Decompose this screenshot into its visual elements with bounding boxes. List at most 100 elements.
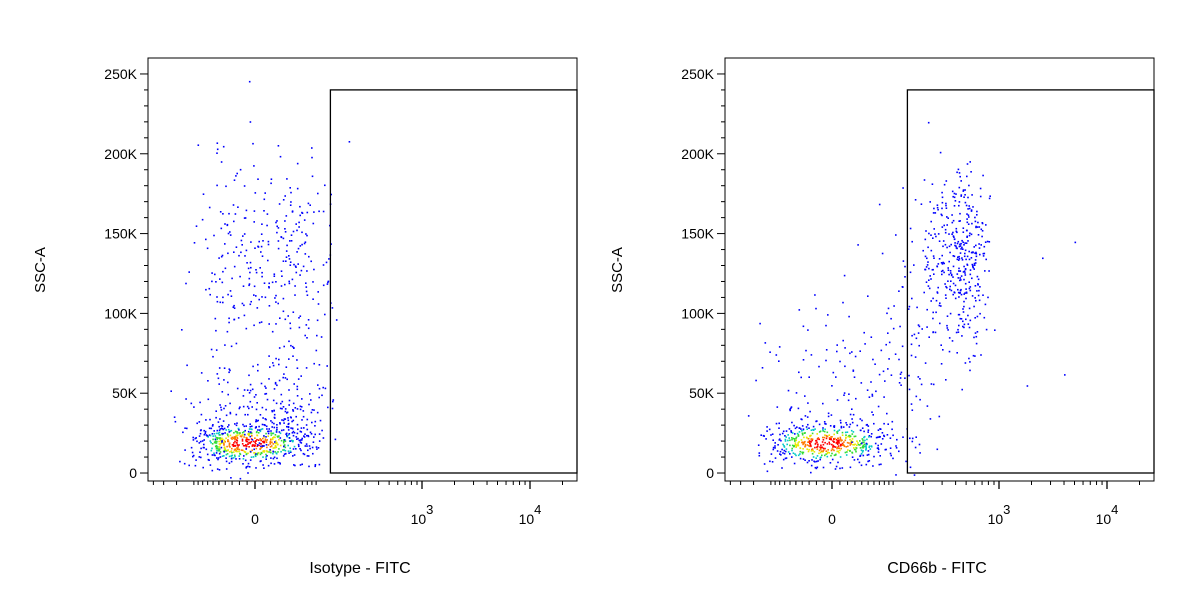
event-dot <box>919 452 921 454</box>
event-dot <box>233 307 236 309</box>
event-dot <box>211 280 213 283</box>
event-dot <box>976 290 978 292</box>
event-dot <box>784 440 787 442</box>
event-dot <box>255 269 257 271</box>
event-dot <box>801 425 804 427</box>
event-dot <box>303 453 306 456</box>
event-dot <box>972 266 975 269</box>
event-dot <box>242 395 245 397</box>
event-dot <box>261 406 264 409</box>
event-dot <box>233 251 235 253</box>
event-dot <box>282 455 285 457</box>
event-dot <box>263 441 266 444</box>
event-dot <box>951 190 954 193</box>
event-dot <box>200 456 202 459</box>
event-dot <box>792 437 794 440</box>
event-dot <box>840 444 843 446</box>
event-dot <box>229 234 232 236</box>
event-dot <box>971 277 973 280</box>
event-dot <box>949 285 951 288</box>
event-dot <box>807 441 809 443</box>
event-dot <box>186 364 188 367</box>
event-dot <box>243 217 246 219</box>
event-dot <box>263 440 265 443</box>
event-dot <box>236 431 239 433</box>
event-dot <box>924 362 927 364</box>
event-dot <box>291 420 293 423</box>
event-dot <box>203 439 205 441</box>
event-dot <box>284 195 286 197</box>
event-dot <box>275 452 278 454</box>
event-dot <box>223 407 225 410</box>
event-dot <box>257 452 260 454</box>
event-dot <box>953 238 956 241</box>
x-tick-label: 103 <box>988 502 1011 527</box>
event-dot <box>802 458 805 460</box>
event-dot <box>263 210 265 212</box>
event-dot <box>975 251 977 254</box>
event-dot <box>853 376 856 378</box>
event-dot <box>265 392 268 395</box>
event-dot <box>257 429 259 431</box>
event-dot <box>791 456 793 458</box>
event-dot <box>279 437 282 439</box>
event-dot <box>960 194 963 196</box>
event-dot <box>288 437 291 439</box>
event-dot <box>276 384 278 387</box>
event-dot <box>968 207 971 210</box>
event-dot <box>276 225 278 228</box>
event-dot <box>946 286 948 289</box>
event-dot <box>307 455 310 457</box>
event-dot <box>280 270 283 272</box>
event-dot <box>861 446 864 449</box>
event-dot <box>778 427 780 429</box>
event-dot <box>987 296 989 299</box>
event-dot <box>321 429 323 432</box>
event-dot <box>865 449 867 451</box>
event-dot <box>828 452 830 454</box>
event-dot <box>870 435 872 438</box>
event-dot <box>249 383 252 386</box>
event-dot <box>937 263 940 265</box>
event-dot <box>248 446 250 448</box>
event-dot <box>820 451 822 454</box>
event-dot <box>837 440 839 442</box>
event-dot <box>967 223 970 225</box>
event-dot <box>978 226 981 228</box>
event-dot <box>887 368 889 370</box>
event-dot <box>868 396 871 398</box>
event-dot <box>218 443 221 445</box>
event-dot <box>827 412 830 415</box>
event-dot <box>235 450 237 453</box>
event-dot <box>836 450 838 453</box>
event-dot <box>288 282 291 285</box>
event-dot <box>227 393 229 396</box>
event-dot <box>229 231 231 233</box>
event-dot <box>919 378 921 380</box>
event-dot <box>875 390 877 393</box>
event-dot <box>962 311 965 313</box>
event-dot <box>220 446 223 449</box>
event-dot <box>270 434 273 436</box>
event-dot <box>222 213 224 215</box>
event-dot <box>925 266 928 268</box>
event-dot <box>236 444 239 446</box>
event-dot <box>983 252 986 255</box>
event-dot <box>757 444 760 446</box>
event-dot <box>821 441 824 443</box>
event-dot <box>234 438 237 441</box>
event-dot <box>946 224 948 226</box>
event-dot <box>282 429 285 431</box>
event-dot <box>798 427 801 429</box>
event-dot <box>847 399 850 402</box>
event-dot <box>205 448 208 451</box>
event-dot <box>257 178 259 180</box>
event-dot <box>245 439 247 441</box>
event-dot <box>974 220 977 223</box>
event-dot <box>945 297 947 299</box>
event-dot <box>794 453 796 455</box>
event-dot <box>230 295 233 297</box>
event-dot <box>816 466 819 469</box>
event-dot <box>810 354 813 356</box>
event-dot <box>226 445 228 448</box>
